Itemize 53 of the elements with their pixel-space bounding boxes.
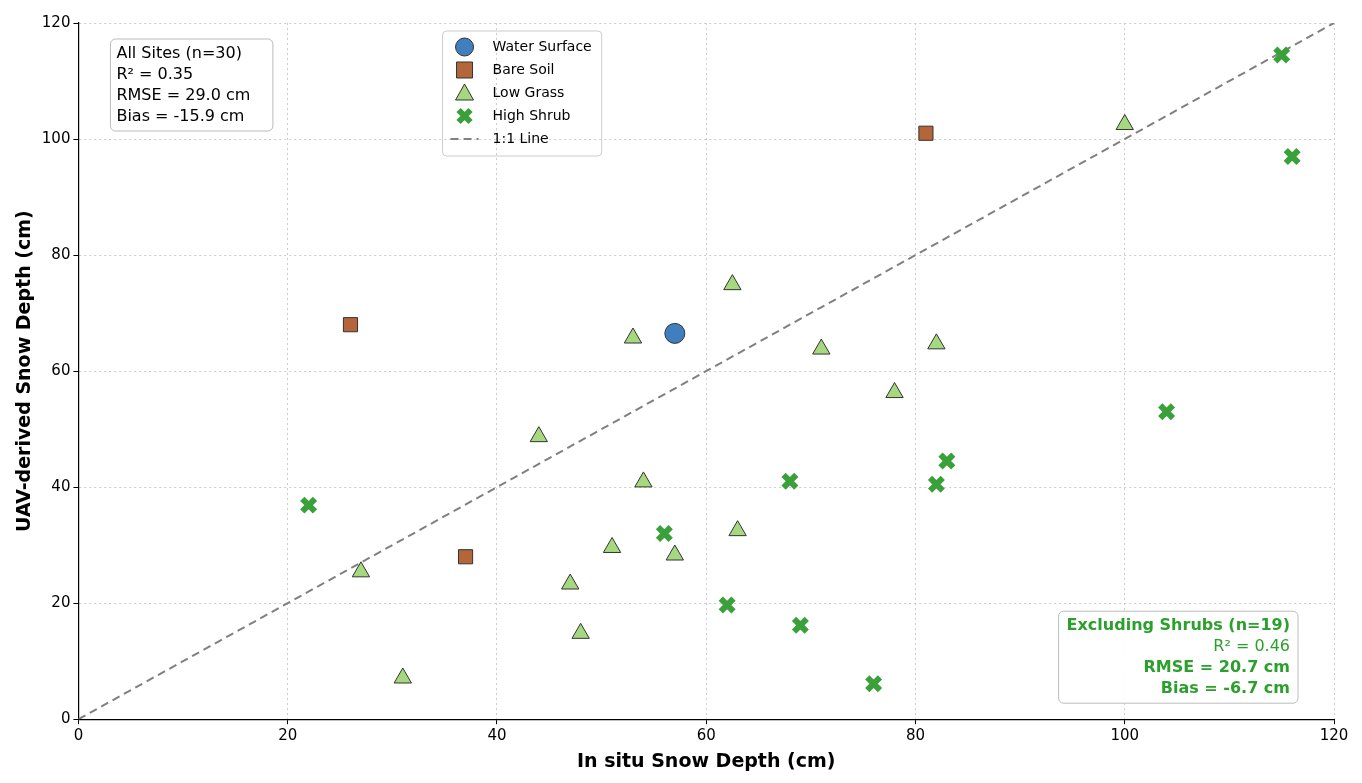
legend-label: High Shrub [492,106,571,123]
point [634,471,653,488]
point [1272,45,1292,65]
point [812,338,831,355]
legend-label: Bare Soil [492,60,555,77]
x-axis-title: In situ Snow Depth (cm) [576,748,836,771]
point [665,544,684,561]
legend-label: 1:1 Line [492,129,549,146]
point [342,317,359,333]
point [918,125,934,141]
point [351,561,371,578]
y-tick-label: 0 [60,709,71,728]
point [529,426,548,443]
point [1282,147,1302,166]
y-axis-title: UAV-derived Snow Depth (cm) [12,210,35,532]
x-tick-label: 80 [905,726,926,745]
point [791,615,810,635]
x-tick-label: 100 [1110,726,1140,745]
legend-label: Water Surface [492,37,592,54]
x-tick-label: 40 [487,726,507,745]
point [927,474,946,494]
y-tick-label: 120 [41,12,71,31]
legend-label: Low Grass [492,83,565,100]
x-tick-label: 20 [278,726,298,745]
point [728,520,747,537]
point [717,595,737,615]
x-tick-label: 120 [1319,726,1349,745]
y-tick-label: 20 [51,593,71,612]
point [885,382,904,399]
annotation: Excluding Shrubs (n=19) R² = 0.46 RMSE = 20.7 cm Bias = -6.7 cm [1066,614,1290,697]
point [664,322,686,344]
point [571,622,590,639]
point [561,573,580,590]
annotation: All Sites (n=30) R² = 0.35 RMSE = 29.0 cm Bias = -15.9 cm [116,42,251,125]
x-tick-label: 60 [696,726,716,745]
point [1157,402,1176,422]
point [723,274,742,291]
point [457,549,474,565]
point [393,667,412,684]
point [1115,114,1134,131]
x-tick-label: 0 [73,726,84,745]
point [655,524,674,543]
point [299,495,318,515]
y-tick-label: 100 [41,128,71,147]
point [780,471,800,491]
point [864,674,883,694]
y-tick-label: 60 [51,360,71,379]
point [927,333,946,350]
y-tick-label: 40 [51,477,71,496]
point [937,451,957,471]
point [623,327,643,344]
point [602,536,622,553]
y-tick-label: 80 [51,244,71,263]
